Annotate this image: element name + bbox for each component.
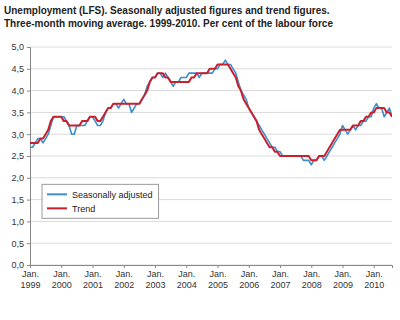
x-tick-mark	[93, 265, 94, 268]
x-axis-line	[31, 266, 393, 269]
x-tick-label: Jan.2006	[239, 269, 259, 289]
x-tick: Jan.2004	[177, 265, 197, 290]
y-tick: 2,0	[11, 173, 30, 183]
legend: Seasonally adjusted Trend	[42, 184, 159, 218]
x-tick: Jan.2003	[145, 265, 165, 290]
x-tick: Jan.2010	[364, 265, 384, 290]
x-tick-mark	[249, 265, 250, 268]
y-tick-mark	[27, 265, 30, 266]
x-tick-label: Jan.2010	[364, 269, 384, 289]
legend-swatch	[47, 207, 67, 209]
y-tick-label: 1,5	[11, 195, 24, 205]
x-tick-label: Jan.2004	[177, 269, 197, 289]
y-tick-mark	[27, 178, 30, 179]
x-tick-label: Jan.2002	[114, 269, 134, 289]
x-tick: Jan.2001	[83, 265, 103, 290]
x-tick-label: Jan.2008	[302, 269, 322, 289]
grid-line	[30, 243, 392, 244]
y-tick-label: 5,0	[11, 42, 24, 52]
grid-line	[30, 156, 392, 157]
subtitle: Three-month moving average. 1999-2010. P…	[4, 18, 333, 29]
x-tick-label: Jan.2000	[52, 269, 72, 289]
y-tick-mark	[27, 156, 30, 157]
y-tick: 1,0	[11, 217, 30, 227]
grid	[30, 47, 392, 265]
x-tick-label: Jan.2009	[333, 269, 353, 289]
title: Unemployment (LFS). Seasonally adjusted …	[4, 5, 330, 16]
y-tick: 0,5	[11, 239, 30, 249]
y-tick-label: 3,5	[11, 108, 24, 118]
x-tick-mark	[61, 265, 62, 268]
grid-line	[30, 112, 392, 113]
y-axis: 0,00,51,01,52,02,53,03,54,04,55,0	[11, 42, 30, 270]
series-line	[30, 60, 392, 165]
grid-line	[30, 221, 392, 222]
chart: Unemployment (LFS). Seasonally adjusted …	[0, 0, 400, 320]
x-tick-mark	[280, 265, 281, 268]
y-tick-mark	[27, 91, 30, 92]
x-tick-mark	[374, 265, 375, 268]
grid-line	[30, 90, 392, 91]
y-tick-mark	[27, 221, 30, 222]
y-tick-label: 3,0	[11, 130, 24, 140]
y-tick-label: 2,0	[11, 173, 24, 183]
x-axis: Jan.1999 Jan.2000 Jan.2001 Jan.2002 Jan.2003…	[20, 265, 392, 290]
y-tick-mark	[27, 200, 30, 201]
x-tick: Jan.2008	[302, 265, 322, 290]
x-tick-mark	[311, 265, 312, 268]
y-tick-label: 1,0	[11, 217, 24, 227]
y-tick-label: 0,5	[11, 239, 24, 249]
x-tick: Jan.1999	[20, 265, 40, 290]
y-tick: 2,5	[11, 151, 30, 161]
x-tick-label: Jan.1999	[20, 269, 40, 289]
grid-line	[30, 177, 392, 178]
x-tick-label: Jan.2007	[270, 269, 290, 289]
y-axis-line	[27, 48, 31, 266]
legend-box	[42, 184, 159, 218]
grid-line	[30, 47, 392, 48]
y-tick: 4,5	[11, 64, 30, 74]
plot: 0,00,51,01,52,02,53,03,54,04,55,0Jan.199…	[11, 42, 392, 289]
y-tick: 1,5	[11, 195, 30, 205]
x-tick: Jan.2007	[270, 265, 290, 290]
x-tick-label: Jan.2003	[145, 269, 165, 289]
y-tick: 3,5	[11, 108, 30, 118]
x-tick-mark	[155, 265, 156, 268]
x-tick-mark	[186, 265, 187, 268]
y-tick-mark	[27, 69, 30, 70]
x-tick-mark	[124, 265, 125, 268]
legend-label: Trend	[72, 204, 95, 214]
y-tick-mark	[27, 112, 30, 113]
y-tick-label: 4,5	[11, 64, 24, 74]
x-tick: Jan.2006	[239, 265, 259, 290]
y-tick-mark	[27, 243, 30, 244]
y-tick: 4,0	[11, 86, 30, 96]
y-tick-label: 4,0	[11, 86, 24, 96]
x-tick-mark	[218, 265, 219, 268]
series-group	[30, 60, 392, 165]
y-tick-label: 2,5	[11, 151, 24, 161]
legend-swatch	[47, 193, 67, 195]
y-tick-mark	[27, 134, 30, 135]
x-tick: Jan.2009	[333, 265, 353, 290]
series-line	[30, 64, 392, 160]
x-tick-mark	[30, 265, 31, 268]
x-tick: Jan.2002	[114, 265, 134, 290]
x-tick-label: Jan.2005	[208, 269, 228, 289]
x-tick: Jan.2000	[52, 265, 72, 290]
y-tick: 5,0	[11, 42, 30, 52]
y-tick: 3,0	[11, 130, 30, 140]
x-tick: Jan.2005	[208, 265, 228, 290]
y-tick-mark	[27, 47, 30, 48]
legend-label: Seasonally adjusted	[72, 190, 153, 200]
x-tick-label: Jan.2001	[83, 269, 103, 289]
x-tick-mark	[343, 265, 344, 268]
